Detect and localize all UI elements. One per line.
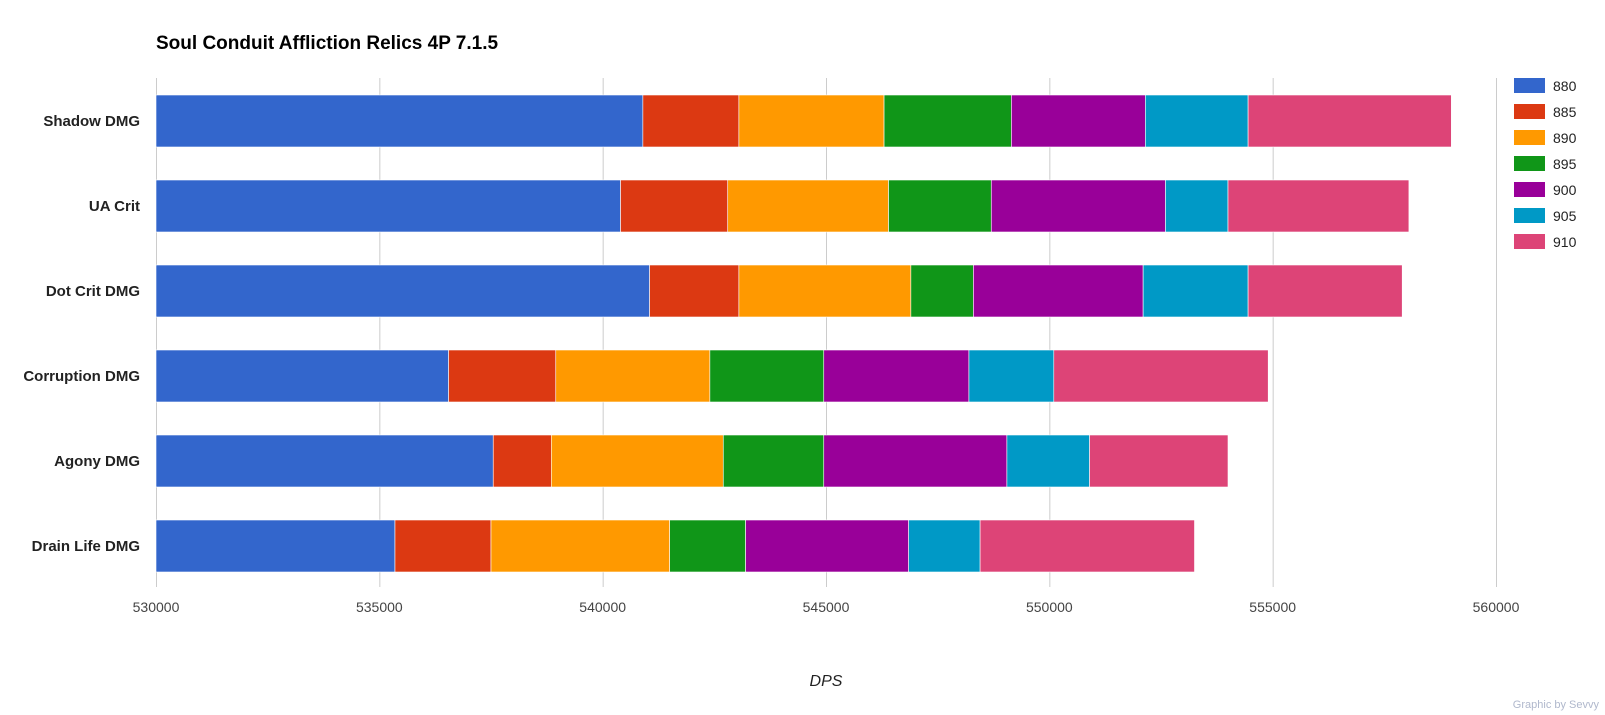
legend-swatch-900 — [1514, 182, 1545, 197]
bar-segment-890 — [738, 94, 885, 148]
bar-segment-900 — [745, 519, 909, 573]
category-label: Agony DMG — [54, 453, 140, 470]
bar-segment-895 — [722, 434, 825, 488]
legend: 880 885 890 895 900 905 910 — [1514, 78, 1577, 250]
bar-segment-885 — [649, 264, 740, 318]
bar-segment-900 — [823, 434, 1008, 488]
legend-label-885: 885 — [1553, 104, 1577, 120]
category-labels: Shadow DMG UA Crit Dot Crit DMG Corruption … — [23, 113, 140, 555]
legend-swatch-885 — [1514, 104, 1545, 119]
x-tick-label: 530000 — [133, 599, 180, 615]
bar-segment-880 — [155, 94, 644, 148]
bar-segment-885 — [492, 434, 552, 488]
bar-segment-885 — [620, 179, 729, 233]
bar-segment-905 — [1006, 434, 1090, 488]
bar-segment-905 — [1145, 94, 1249, 148]
bar-segment-880 — [155, 434, 494, 488]
legend-label-895: 895 — [1553, 156, 1577, 172]
bar-segment-880 — [155, 179, 621, 233]
bars — [155, 94, 1452, 573]
legend-swatch-890 — [1514, 130, 1545, 145]
x-axis-title: DPS — [810, 673, 843, 690]
bar-segment-890 — [738, 264, 912, 318]
bar-segment-890 — [490, 519, 670, 573]
legend-label-910: 910 — [1553, 234, 1577, 250]
bar-segment-910 — [1247, 94, 1452, 148]
x-tick-label: 540000 — [579, 599, 626, 615]
bar-segment-900 — [823, 349, 970, 403]
bar-segment-905 — [1165, 179, 1229, 233]
x-tick-label: 550000 — [1026, 599, 1073, 615]
bar-segment-880 — [155, 349, 449, 403]
bar-segment-885 — [448, 349, 557, 403]
bar-segment-895 — [888, 179, 992, 233]
bar-segment-895 — [910, 264, 974, 318]
bar-segment-885 — [642, 94, 740, 148]
credit-text: Graphic by Sevvy — [1513, 699, 1600, 711]
bar-segment-890 — [727, 179, 889, 233]
bar-segment-880 — [155, 519, 396, 573]
bar-segment-905 — [908, 519, 981, 573]
bar-segment-885 — [394, 519, 492, 573]
legend-label-900: 900 — [1553, 182, 1577, 198]
bar-segment-910 — [1089, 434, 1229, 488]
bar-segment-895 — [883, 94, 1012, 148]
bar-segment-895 — [709, 349, 825, 403]
gridlines — [156, 78, 1497, 587]
legend-swatch-905 — [1514, 208, 1545, 223]
bar-segment-880 — [155, 264, 650, 318]
bar-segment-890 — [555, 349, 711, 403]
x-axis-ticks: 530000 535000 540000 545000 550000 555000 5600… — [133, 599, 1520, 615]
legend-swatch-880 — [1514, 78, 1545, 93]
category-label: Shadow DMG — [43, 113, 140, 130]
legend-swatch-895 — [1514, 156, 1545, 171]
legend-label-905: 905 — [1553, 208, 1577, 224]
category-label: UA Crit — [89, 198, 140, 215]
bar-segment-905 — [968, 349, 1055, 403]
bar-segment-910 — [1227, 179, 1410, 233]
category-label: Drain Life DMG — [32, 538, 140, 555]
legend-swatch-910 — [1514, 234, 1545, 249]
bar-segment-900 — [973, 264, 1144, 318]
category-label: Corruption DMG — [23, 368, 140, 385]
bar-segment-900 — [990, 179, 1166, 233]
legend-label-880: 880 — [1553, 78, 1577, 94]
bar-segment-910 — [979, 519, 1195, 573]
x-tick-label: 555000 — [1249, 599, 1296, 615]
bar-segment-895 — [669, 519, 746, 573]
x-tick-label: 535000 — [356, 599, 403, 615]
x-tick-label: 545000 — [803, 599, 850, 615]
category-label: Dot Crit DMG — [46, 283, 140, 300]
legend-label-890: 890 — [1553, 130, 1577, 146]
bar-segment-900 — [1011, 94, 1146, 148]
bar-segment-910 — [1247, 264, 1403, 318]
bar-segment-890 — [550, 434, 724, 488]
bar-segment-905 — [1142, 264, 1249, 318]
bar-segment-910 — [1053, 349, 1269, 403]
chart-title: Soul Conduit Affliction Relics 4P 7.1.5 — [156, 33, 498, 54]
x-tick-label: 560000 — [1473, 599, 1520, 615]
